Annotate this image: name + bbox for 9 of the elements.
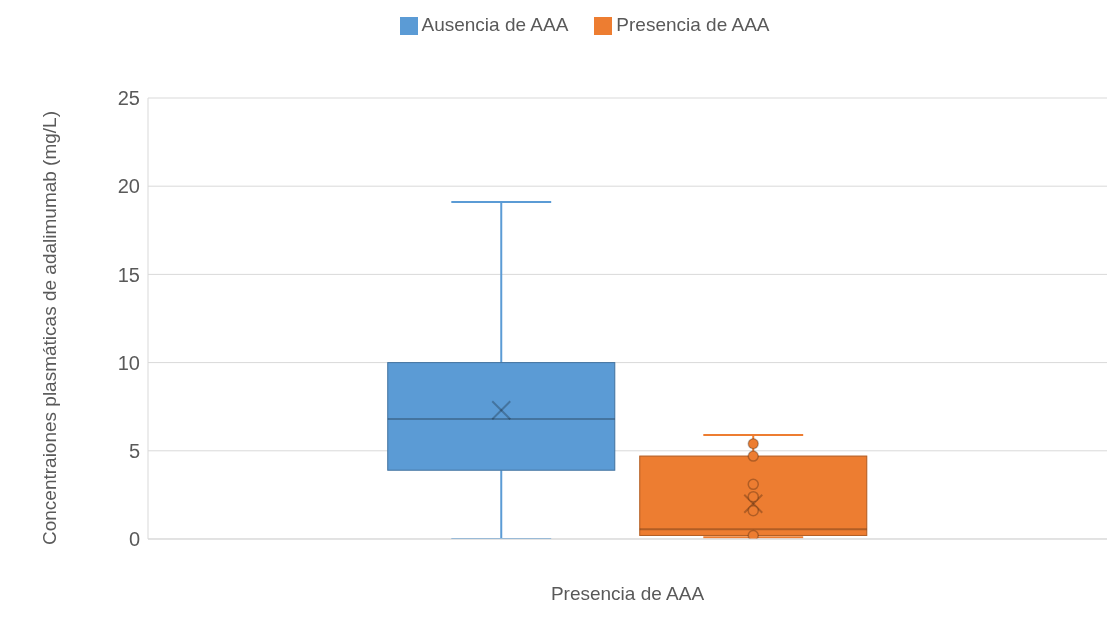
y-tick-label: 15 <box>117 263 140 286</box>
legend-label: Presencia de AAA <box>616 14 770 35</box>
y-tick-label: 5 <box>128 439 140 462</box>
y-tick-label: 10 <box>117 351 140 374</box>
y-axis-title: Concentraiones plasmáticas de adalimumab (mg/L) <box>38 110 61 548</box>
y-tick-label: 25 <box>117 87 140 110</box>
y-tick-label: 0 <box>128 528 140 551</box>
legend-label: Ausencia de AAA <box>421 14 569 35</box>
y-tick-label: 20 <box>117 175 140 198</box>
